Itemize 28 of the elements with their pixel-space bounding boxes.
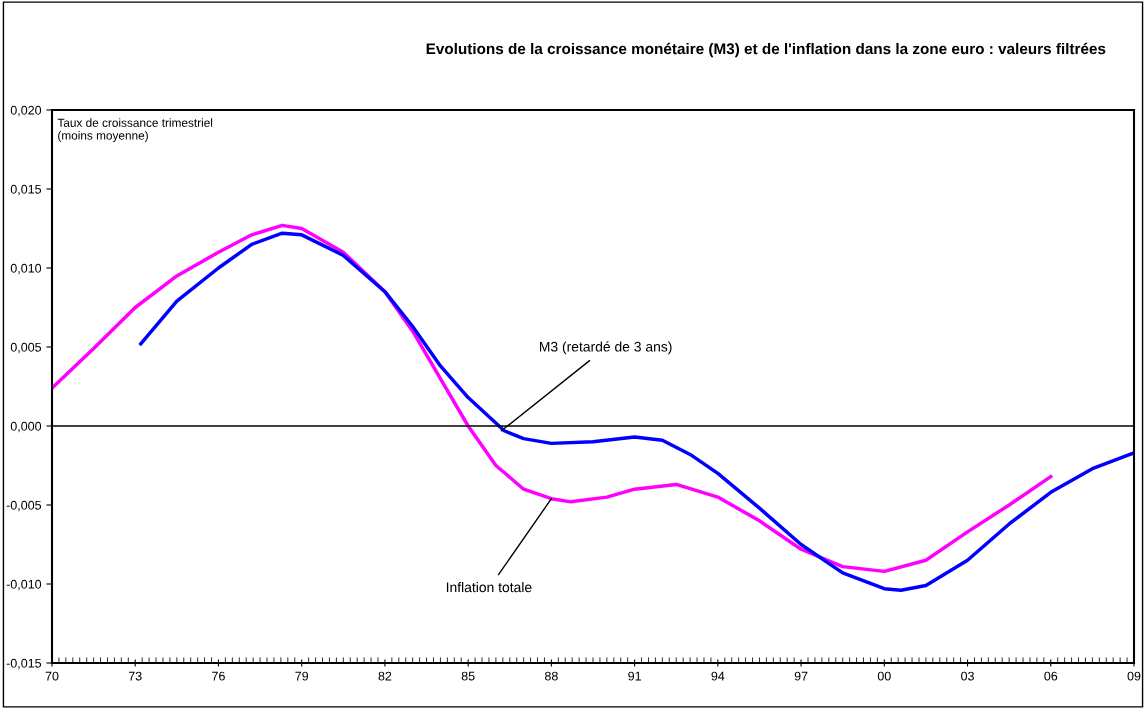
y-tick-label: -0,010 [6,579,42,591]
annotation: M3 (retardé de 3 ans) [539,341,672,355]
y-tick-label: 0,010 [10,263,42,275]
y-axis-title: Taux de croissance trimestriel (moins moyenne) [57,118,213,143]
line-series [52,223,1053,574]
x-tick-label: 76 [212,671,225,681]
x-tick-label: 79 [295,671,309,681]
y-tick-label: 0,020 [10,105,42,117]
y-tick-label: 0,015 [10,184,42,196]
line-series [139,231,1134,593]
x-tick-label: 94 [711,671,725,681]
x-tick-label: 00 [877,671,891,681]
y-tick-label: -0,005 [6,500,42,512]
chart-title: Evolutions de la croissance monétaire (M3) et de l'inflation dans la zone euro : valeurs filtrées [426,42,1106,58]
y-tick-label: -0,015 [6,658,42,670]
x-tick-label: 03 [961,671,974,681]
x-tick-label: 73 [128,671,142,681]
x-tick-label: 85 [461,671,475,681]
x-tick-label: 88 [544,671,558,681]
x-tick-label: 91 [628,671,641,681]
y-tick-label: 0,005 [10,342,42,354]
annotation: Inflation totale [446,582,532,593]
x-tick-label: 97 [794,671,808,681]
x-tick-label: 70 [45,671,59,681]
x-tick-label: 82 [378,671,392,681]
y-tick-label: 0,000 [10,421,42,433]
x-tick-label: 09 [1127,671,1141,681]
x-tick-label: 06 [1044,671,1058,681]
